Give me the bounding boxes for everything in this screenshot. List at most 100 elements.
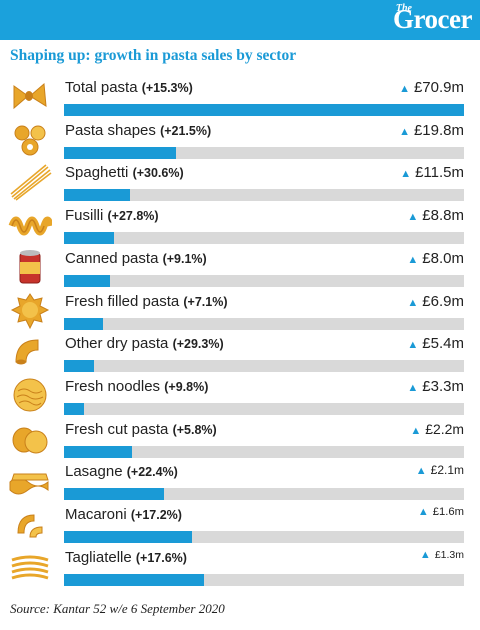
bar-track [64, 445, 464, 458]
value-label: ▲ £19.8m [399, 122, 464, 139]
value-label: ▲ £1.3m [420, 549, 464, 561]
growth-label: (+15.3%) [141, 81, 193, 95]
bar [64, 445, 132, 458]
canned-pasta-icon [19, 249, 41, 284]
category-label: Lasagne (+22.4%) [65, 463, 178, 480]
value-text: £2.1m [430, 463, 464, 478]
category-name: Fresh filled pasta [65, 292, 184, 310]
value-text: £11.5m [415, 164, 464, 182]
bar [64, 317, 103, 330]
bar-track [64, 360, 464, 373]
value-label: ▲ £2.2m [410, 421, 464, 437]
growth-label: (+17.2%) [130, 508, 182, 522]
tagliatelle-icon [11, 555, 49, 580]
up-arrow-icon: ▲ [407, 211, 419, 224]
bar-track [64, 531, 464, 543]
value-label: ▲ £1.6m [418, 506, 464, 518]
value-label: ▲ £8.8m [407, 207, 464, 224]
growth-label: (+5.8%) [172, 422, 217, 437]
growth-label: (+9.1%) [162, 251, 207, 266]
bar-row: Pasta shapes (+21.5%) ▲ £19.8m [0, 117, 480, 170]
category-name: Tagliatelle [65, 548, 136, 566]
category-label: Fresh filled pasta (+7.1%) [65, 293, 228, 310]
macaroni-icon [17, 514, 43, 538]
fresh-filled-pasta-icon [10, 292, 50, 329]
bar-row: Other dry pasta (+29.3%) ▲ £5.4m [0, 330, 480, 383]
bar-track [64, 146, 464, 159]
category-label: Total pasta (+15.3%) [65, 79, 193, 96]
bar [64, 488, 164, 501]
growth-label: (+27.8%) [107, 209, 159, 224]
fresh-cut-pasta-icon [12, 427, 48, 454]
up-arrow-icon: ▲ [419, 548, 431, 561]
up-arrow-icon: ▲ [415, 465, 427, 478]
up-arrow-icon: ▲ [400, 168, 412, 181]
bar [64, 360, 94, 373]
bar-row: Fresh filled pasta (+7.1%) ▲ £6.9m [0, 288, 480, 341]
category-name: Other dry pasta [65, 335, 173, 353]
category-label: Spaghetti (+30.6%) [65, 164, 184, 181]
bar-row: Spaghetti (+30.6%) ▲ £11.5m [0, 159, 480, 212]
up-arrow-icon: ▲ [407, 296, 419, 309]
value-label: ▲ £2.1m [416, 463, 464, 477]
category-name: Macaroni [65, 506, 131, 523]
value-label: ▲ £3.3m [407, 378, 464, 395]
growth-label: (+21.5%) [160, 123, 212, 138]
source-note: Source: Kantar 52 w/e 6 September 2020 [10, 601, 225, 616]
growth-label: (+30.6%) [132, 166, 184, 181]
category-name: Lasagne [65, 463, 127, 481]
value-label: ▲ £5.4m [407, 335, 464, 352]
category-name: Fresh noodles [65, 377, 165, 395]
spaghetti-icon [10, 164, 52, 202]
value-label: ▲ £70.9m [399, 79, 464, 96]
bar-row: Fresh cut pasta (+5.8%) ▲ £2.2m [0, 416, 480, 469]
bar [64, 402, 84, 415]
fresh-noodles-icon [13, 378, 47, 412]
bar [64, 189, 130, 202]
category-name: Canned pasta [65, 249, 163, 267]
bar-row: Macaroni (+17.2%) ▲ £1.6m [0, 501, 480, 554]
value-text: £8.8m [422, 207, 464, 225]
growth-label: (+29.3%) [172, 337, 224, 352]
bar-track [64, 573, 464, 586]
bar-row: Fresh noodles (+9.8%) ▲ £3.3m [0, 373, 480, 426]
farfalle-icon [13, 82, 47, 110]
value-label: ▲ £11.5m [400, 164, 464, 181]
bar [64, 573, 204, 586]
value-text: £3.3m [422, 377, 464, 395]
value-text: £5.4m [422, 335, 464, 353]
bar [64, 274, 110, 287]
bar-track [64, 488, 464, 501]
bar [64, 104, 464, 116]
growth-label: (+9.8%) [164, 379, 209, 394]
bar-track [64, 104, 464, 116]
value-text: £1.3m [434, 548, 464, 561]
value-text: £19.8m [413, 121, 464, 139]
bar [64, 146, 176, 159]
value-text: £1.6m [432, 506, 464, 518]
category-label: Macaroni (+17.2%) [65, 506, 182, 523]
category-label: Pasta shapes (+21.5%) [65, 122, 211, 139]
up-arrow-icon: ▲ [407, 339, 419, 352]
logo-the: The [395, 3, 412, 14]
category-label: Other dry pasta (+29.3%) [65, 335, 224, 352]
up-arrow-icon: ▲ [410, 424, 422, 437]
chart-title: Shaping up: growth in pasta sales by sec… [10, 47, 297, 64]
category-label: Tagliatelle (+17.6%) [65, 549, 187, 566]
category-label: Fusilli (+27.8%) [65, 207, 159, 224]
category-name: Pasta shapes [65, 121, 161, 139]
category-label: Fresh cut pasta (+5.8%) [65, 421, 217, 438]
up-arrow-icon: ▲ [399, 125, 410, 138]
fusilli-icon [8, 216, 52, 236]
bar-track [64, 232, 464, 245]
value-text: £70.9m [413, 79, 464, 96]
bar [64, 232, 114, 245]
other-dry-pasta-icon [15, 339, 39, 365]
category-name: Spaghetti [65, 164, 133, 182]
bar [64, 531, 192, 543]
category-label: Fresh noodles (+9.8%) [65, 378, 208, 395]
logo: Grocer [393, 4, 472, 34]
pasta-shapes-icon [14, 125, 46, 156]
header-band [0, 0, 480, 40]
value-text: £8.0m [422, 249, 464, 267]
